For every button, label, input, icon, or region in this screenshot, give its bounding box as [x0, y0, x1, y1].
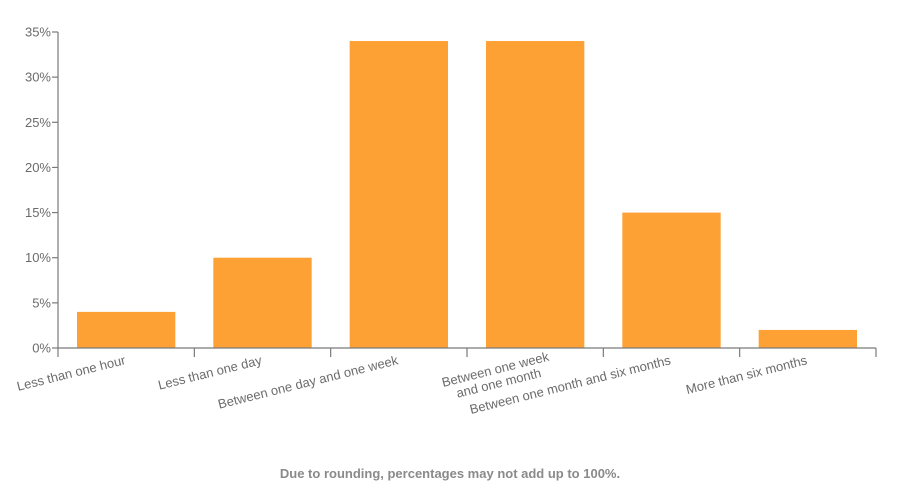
bar [349, 41, 448, 349]
bar-chart: 0% 5% 10% 15% 20% 25% 30% 35% Less than one hour… [15, 25, 877, 417]
y-tick-label: 0% [32, 341, 51, 356]
footnote: Due to rounding, percentages may not add… [279, 466, 621, 481]
x-tick-label: More than six months [684, 352, 809, 397]
y-tick-label: 25% [25, 115, 51, 130]
x-tick-label: Less than one hour [15, 352, 127, 394]
y-tick-label: 20% [25, 160, 51, 175]
bar [213, 257, 312, 348]
y-tick-label: 35% [25, 25, 51, 40]
y-tick-label: 10% [25, 250, 51, 265]
svg-text:Less than one day: Less than one day [157, 352, 264, 392]
y-tick-label: 5% [32, 295, 51, 310]
svg-text:More than six months: More than six months [684, 352, 809, 397]
y-tick-label: 30% [25, 70, 51, 85]
bar [77, 311, 176, 348]
bar [758, 329, 857, 348]
y-tick-label: 15% [25, 205, 51, 220]
svg-text:Less than one hour: Less than one hour [15, 352, 127, 394]
bar [486, 41, 585, 349]
bar [622, 212, 721, 348]
x-tick-label: Less than one day [157, 352, 264, 392]
